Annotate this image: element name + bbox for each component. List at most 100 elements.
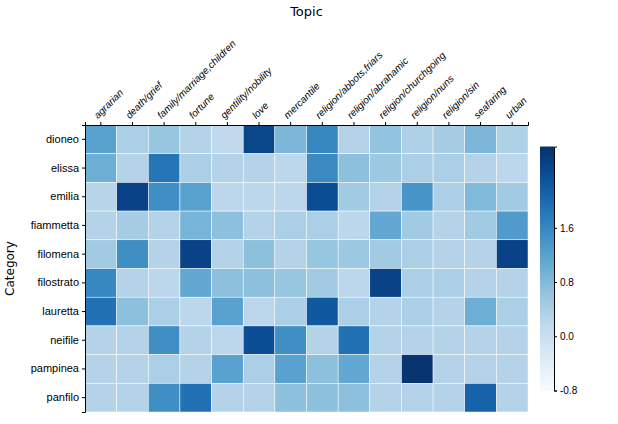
cell — [433, 154, 465, 183]
cell — [496, 326, 528, 355]
cell — [243, 326, 275, 355]
colorbar-gradient — [540, 147, 554, 391]
x-tick-label: agrarian — [92, 87, 126, 121]
cell — [465, 240, 497, 269]
cell — [401, 383, 433, 412]
y-tick-label: lauretta — [42, 305, 80, 317]
cell — [338, 269, 370, 298]
x-tick-mark — [132, 122, 133, 125]
cell — [243, 269, 275, 298]
y-tick-mark — [82, 311, 85, 312]
cell — [85, 240, 117, 269]
y-tick-label: filostrato — [37, 276, 79, 288]
cell — [117, 297, 149, 326]
cell — [433, 297, 465, 326]
cell — [496, 154, 528, 183]
cell — [243, 211, 275, 240]
cell — [243, 240, 275, 269]
x-tick: seafaring — [471, 84, 508, 125]
cell — [148, 211, 180, 240]
colorbar: 1.60.80.0-0.8 — [540, 147, 578, 397]
y-tick-mark — [82, 340, 85, 341]
cell — [496, 297, 528, 326]
cell — [148, 240, 180, 269]
cell — [180, 240, 212, 269]
y-tick: filomena — [37, 248, 85, 260]
cell — [401, 125, 433, 154]
cell — [180, 154, 212, 183]
colorbar-tick-mark — [554, 336, 557, 337]
cell — [307, 326, 339, 355]
cell — [275, 154, 307, 183]
cell — [307, 355, 339, 384]
cell — [496, 182, 528, 211]
colorbar-tick: 0.8 — [554, 277, 574, 288]
y-tick-mark — [82, 254, 85, 255]
cell — [338, 297, 370, 326]
cell — [85, 211, 117, 240]
colorbar-tick-mark — [554, 228, 557, 229]
colorbar-tick-label: 0.8 — [560, 277, 574, 288]
cell — [117, 240, 149, 269]
cell — [117, 269, 149, 298]
cell — [85, 269, 117, 298]
cell — [338, 182, 370, 211]
cell — [370, 154, 402, 183]
cell — [243, 125, 275, 154]
cell — [338, 355, 370, 384]
colorbar-axis: 1.60.80.0-0.8 — [554, 147, 578, 396]
cell — [465, 269, 497, 298]
y-tick: filostrato — [37, 276, 85, 288]
cell — [275, 182, 307, 211]
y-tick: fiammetta — [31, 219, 85, 231]
colorbar-tick-label: 1.6 — [560, 223, 574, 234]
cell — [180, 182, 212, 211]
cell — [212, 383, 244, 412]
cell — [370, 355, 402, 384]
cell — [338, 383, 370, 412]
cell — [496, 240, 528, 269]
y-tick: elissa — [51, 162, 85, 174]
cell — [148, 154, 180, 183]
colorbar-tick: 0.0 — [554, 331, 574, 342]
cell — [433, 182, 465, 211]
cell — [275, 297, 307, 326]
cell — [212, 269, 244, 298]
cell — [307, 154, 339, 183]
cell — [307, 211, 339, 240]
cell — [180, 211, 212, 240]
cell — [496, 125, 528, 154]
y-tick-label: pampinea — [31, 362, 80, 374]
cell — [180, 326, 212, 355]
y-tick: panfilo — [47, 391, 85, 403]
cell — [85, 326, 117, 355]
cell — [338, 125, 370, 154]
cell — [148, 125, 180, 154]
cell — [465, 383, 497, 412]
cells — [85, 125, 528, 412]
cell — [401, 211, 433, 240]
cell — [180, 383, 212, 412]
y-tick-mark — [82, 368, 85, 369]
x-tick-mark — [385, 122, 386, 125]
cell — [370, 326, 402, 355]
cell — [212, 154, 244, 183]
x-tick-mark — [448, 122, 449, 125]
y-tick-label: emilia — [50, 190, 80, 202]
x-tick: fortune — [187, 91, 217, 125]
cell — [212, 355, 244, 384]
colorbar-tick-label: 0.0 — [560, 331, 574, 342]
cell — [370, 182, 402, 211]
cell — [496, 355, 528, 384]
cell — [148, 355, 180, 384]
colorbar-tick-mark — [554, 390, 557, 391]
x-tick-label: gentility/nobility — [218, 64, 274, 120]
cell — [465, 154, 497, 183]
cell — [496, 269, 528, 298]
cell — [338, 211, 370, 240]
cell — [433, 240, 465, 269]
cell — [433, 211, 465, 240]
cell — [117, 355, 149, 384]
cell — [212, 125, 244, 154]
cell — [401, 240, 433, 269]
